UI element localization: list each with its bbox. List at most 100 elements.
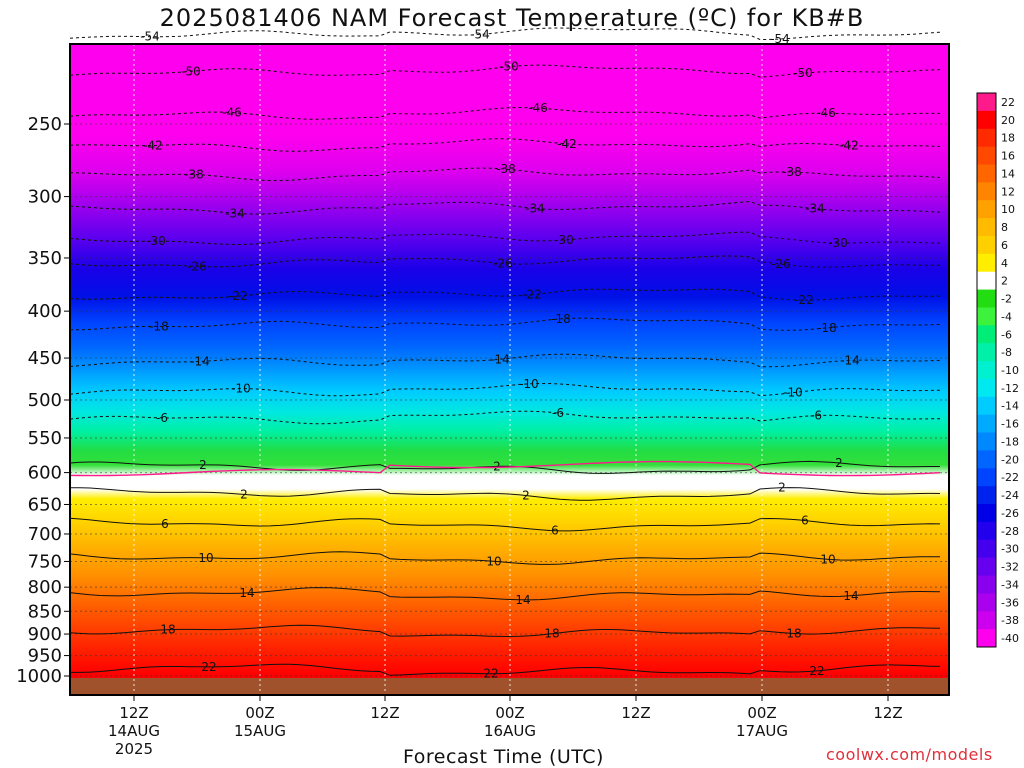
isotherm-label: -38 [782, 165, 802, 179]
colorbar-swatch [977, 486, 996, 505]
colorbar-swatch [977, 307, 996, 326]
colorbar-label: -2 [1001, 293, 1012, 306]
isotherm-label: -34 [525, 201, 545, 215]
isotherm-label: -54 [470, 27, 490, 41]
colorbar-label: -30 [1001, 543, 1019, 556]
isotherm-label: 22 [809, 664, 824, 678]
isotherm-label: -38 [184, 168, 204, 182]
y-tick-label: 500 [28, 390, 62, 411]
isotherm-label: 14 [515, 593, 530, 607]
colorbar-swatch [977, 93, 996, 112]
isotherm-line [70, 317, 941, 331]
isotherm-label: -14 [840, 353, 860, 367]
isotherm-label: -54 [140, 30, 160, 44]
isotherm-line [69, 64, 941, 78]
isotherm-label: 18 [786, 627, 801, 641]
colorbar-label: -8 [1001, 346, 1012, 359]
x-tick-year: 2025 [115, 740, 153, 758]
isotherm-label: -30 [146, 234, 166, 248]
colorbar-swatch [977, 200, 996, 219]
isotherm-label: -18 [817, 321, 837, 335]
colorbar-label: -26 [1001, 507, 1019, 520]
isotherm-label: -34 [805, 202, 825, 216]
colorbar-label: 22 [1001, 96, 1015, 109]
colorbar-label: 16 [1001, 150, 1015, 163]
colorbar-swatch [977, 432, 996, 451]
colorbar-swatch [977, 378, 996, 398]
y-tick-label: 950 [28, 646, 62, 667]
isotherm-line [69, 551, 941, 565]
isotherm-label: 6 [801, 514, 809, 528]
colorbar-label: -28 [1001, 525, 1019, 538]
isotherm-label: -26 [187, 259, 207, 273]
isotherm-label: 22 [201, 660, 216, 674]
y-tick-label: 850 [28, 601, 62, 622]
isotherm-label: -50 [793, 66, 813, 80]
isotherm-line [69, 106, 941, 120]
colorbar-label: 4 [1001, 257, 1008, 270]
isotherm-label: 2 [778, 481, 786, 495]
colorbar-label: 10 [1001, 203, 1015, 216]
isotherm-label: -42 [143, 139, 163, 153]
colorbar-label: -20 [1001, 453, 1019, 466]
colorbar-label: -24 [1001, 489, 1019, 502]
colorbar-label: -12 [1001, 382, 1019, 395]
isotherm-label: -10 [231, 382, 251, 396]
isotherm-label: -10 [519, 377, 539, 391]
x-tick-label: 12Z [873, 704, 902, 722]
colorbar-label: -38 [1001, 614, 1019, 627]
freezing-line [69, 460, 941, 477]
isotherm-label: -26 [771, 257, 791, 271]
isotherm-label: -18 [551, 312, 571, 326]
isotherm-line [69, 624, 941, 638]
isotherm-line [69, 460, 940, 474]
isotherm-label: -46 [528, 101, 548, 115]
isotherm-label: -34 [225, 206, 245, 220]
isotherm-line [69, 587, 941, 601]
colorbar-label: 14 [1001, 167, 1015, 180]
colorbar-label: 20 [1001, 114, 1015, 127]
isotherm-label: 2 [240, 487, 248, 501]
isotherm-label: -46 [816, 106, 836, 120]
y-tick-label: 250 [28, 114, 62, 135]
colorbar-swatch [977, 468, 996, 487]
y-tick-label: 300 [28, 187, 62, 208]
isotherm-line [69, 167, 941, 182]
isotherm-label: -54 [770, 32, 790, 46]
colorbar-label: -40 [1001, 632, 1019, 645]
x-tick-date: 14AUG [108, 722, 160, 740]
isotherm-line [69, 353, 941, 368]
x-tick-date: 15AUG [234, 722, 286, 740]
colorbar-swatch [977, 146, 996, 165]
colorbar-label: -10 [1001, 364, 1019, 377]
isotherm-label: 10 [820, 552, 835, 566]
colorbar-swatch [977, 521, 996, 541]
colorbar-label: 18 [1001, 132, 1015, 145]
x-tick-label: 00Z [495, 704, 524, 722]
colorbar-swatch [977, 128, 996, 148]
isotherm-label: -30 [828, 236, 848, 250]
colorbar-swatch [977, 629, 996, 648]
y-tick-label: 400 [28, 301, 62, 322]
isotherm-line [69, 27, 941, 41]
x-tick-label: 00Z [245, 704, 274, 722]
colorbar-swatch [977, 110, 996, 130]
x-tick-date: 17AUG [736, 722, 788, 740]
colorbar-label: -36 [1001, 596, 1019, 609]
isotherm-label: 2 [493, 459, 501, 473]
colorbar-swatch [977, 218, 996, 237]
isotherm-label: 18 [544, 627, 559, 641]
isotherm-label: -14 [490, 352, 510, 366]
isotherm-label: -50 [181, 64, 201, 78]
chart-title: 2025081406 NAM Forecast Temperature (ºC)… [159, 4, 865, 32]
y-tick-label: 350 [28, 248, 62, 269]
colorbar-swatch [977, 253, 996, 273]
colorbar-label: 2 [1001, 275, 1008, 288]
colorbar-label: -14 [1001, 400, 1019, 413]
isotherm-label: -6 [810, 409, 822, 423]
isotherm-label: 18 [160, 623, 175, 637]
isotherm-label: -18 [149, 319, 169, 333]
isotherm-label: 6 [551, 524, 559, 538]
colorbar-swatch [977, 343, 996, 362]
